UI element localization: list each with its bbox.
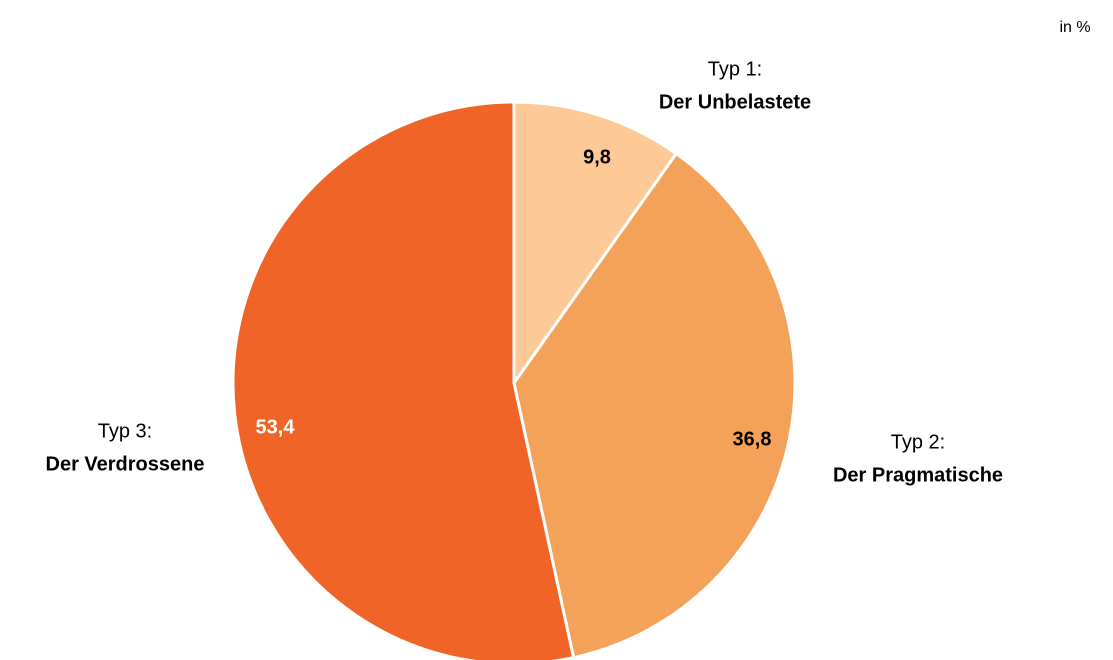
category-type: Typ 3: — [98, 420, 152, 442]
pie-slice — [512, 100, 679, 388]
pie-slice — [512, 151, 797, 660]
unit-note: in % — [1059, 19, 1090, 36]
value-label: 53,4 — [256, 416, 296, 438]
category-type: Typ 1: — [708, 58, 762, 80]
category-label: Der Pragmatische — [833, 464, 1003, 486]
category-type: Typ 2: — [891, 431, 945, 453]
category-label: Der Verdrossene — [46, 453, 205, 475]
pie-slice — [231, 100, 576, 660]
category-label: Der Unbelastete — [659, 91, 811, 113]
value-label: 9,8 — [583, 146, 611, 168]
value-label: 36,8 — [733, 428, 772, 450]
